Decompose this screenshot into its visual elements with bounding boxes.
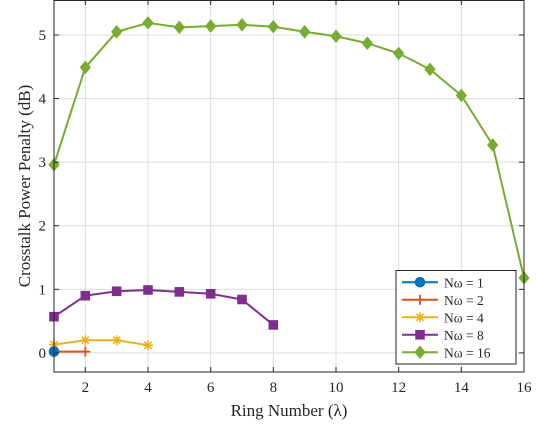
data-point: [267, 19, 279, 34]
x-tick-label: 2: [82, 380, 90, 396]
data-point: [111, 286, 122, 297]
legend-marker-shape: [415, 329, 425, 340]
legend-marker: [414, 345, 426, 360]
legend: Nω = 1 Nω = 2 Nω = 4 Nω = 8 Nω = 16: [395, 270, 517, 365]
data-point: [424, 62, 436, 77]
legend-marker-shape: [414, 276, 426, 288]
x-tick-label: 16: [517, 380, 533, 396]
data-point-shape: [80, 346, 91, 357]
y-tick-label: 0: [39, 346, 47, 362]
data-point: [80, 290, 91, 301]
data-point: [455, 88, 467, 103]
data-point-shape: [236, 18, 248, 32]
data-point-shape: [143, 340, 153, 351]
legend-entry: Nω = 1: [402, 275, 484, 290]
data-point-shape: [393, 46, 405, 61]
data-point-shape: [173, 20, 185, 35]
legend-marker-shape: [415, 312, 425, 323]
x-tick-label: 14: [454, 380, 470, 396]
series-line: [53, 288, 274, 326]
data-point-shape: [455, 88, 467, 103]
data-point-shape: [174, 287, 185, 297]
x-tick-label: 12: [391, 380, 406, 396]
data-point-shape: [111, 335, 122, 346]
data-point: [205, 19, 217, 33]
data-point: [205, 288, 216, 299]
data-point: [173, 20, 185, 35]
data-point-shape: [487, 138, 499, 152]
data-point-shape: [205, 288, 216, 299]
x-tick-label: 10: [329, 380, 344, 396]
data-point-shape: [111, 286, 122, 297]
series-line: [53, 21, 525, 279]
data-point-shape: [80, 290, 91, 301]
legend-entry: Nω = 4: [402, 310, 484, 325]
x-tick-label: 8: [270, 380, 278, 396]
data-point: [236, 18, 248, 32]
x-tick-label: 6: [207, 380, 215, 396]
legend-label: Nω = 16: [444, 345, 491, 360]
data-point: [80, 346, 91, 357]
data-point: [299, 25, 311, 39]
y-axis-label: Crosstalk Power Penalty (dB): [15, 85, 34, 288]
data-point: [111, 25, 123, 39]
data-point-shape: [205, 19, 217, 33]
legend-label: Nω = 8: [444, 328, 484, 343]
data-point: [79, 60, 91, 75]
data-point: [174, 287, 185, 297]
legend-label: Nω = 4: [444, 310, 484, 325]
data-point-shape: [237, 294, 247, 305]
data-point-shape: [299, 25, 311, 39]
data-series: [48, 16, 530, 357]
legend-entry: Nω = 8: [402, 328, 484, 343]
y-tick-label: 1: [39, 282, 47, 298]
axes-box: [53, 0, 525, 373]
series-line: [53, 339, 149, 347]
data-point: [80, 335, 91, 346]
series-5: [48, 16, 530, 285]
data-point-shape: [79, 60, 91, 75]
data-point-shape: [143, 285, 153, 295]
data-point-shape: [142, 16, 154, 30]
legend-label: Nω = 1: [444, 275, 484, 290]
data-point: [393, 46, 405, 61]
x-tick-label: 4: [144, 380, 152, 396]
data-point-shape: [424, 62, 436, 77]
data-point: [361, 36, 373, 51]
data-point: [143, 340, 153, 351]
legend-entry: Nω = 2: [402, 293, 484, 308]
data-point: [142, 16, 154, 30]
legend-marker-shape: [415, 294, 425, 305]
data-point-shape: [267, 19, 279, 34]
data-point: [487, 138, 499, 152]
legend-marker: [414, 276, 426, 288]
legend-marker: [415, 312, 425, 323]
y-tick-label: 3: [39, 155, 47, 171]
y-tick-label: 2: [39, 219, 47, 235]
y-tick-label: 5: [39, 28, 47, 44]
legend-marker: [415, 329, 425, 340]
data-point-shape: [330, 29, 342, 44]
data-point-shape: [268, 320, 279, 330]
x-axis-label: Ring Number (λ): [231, 401, 348, 420]
data-point-shape: [80, 335, 91, 346]
data-point-shape: [361, 36, 373, 51]
data-point: [330, 29, 342, 44]
legend-entry: Nω = 16: [402, 345, 491, 360]
legend-marker-shape: [414, 345, 426, 360]
legend-label: Nω = 2: [444, 293, 484, 308]
data-point: [237, 294, 247, 305]
data-point: [268, 320, 279, 330]
data-point: [111, 335, 122, 346]
data-point: [143, 285, 153, 295]
legend-marker: [415, 294, 425, 305]
y-tick-label: 4: [39, 92, 47, 108]
data-point-shape: [111, 25, 123, 39]
